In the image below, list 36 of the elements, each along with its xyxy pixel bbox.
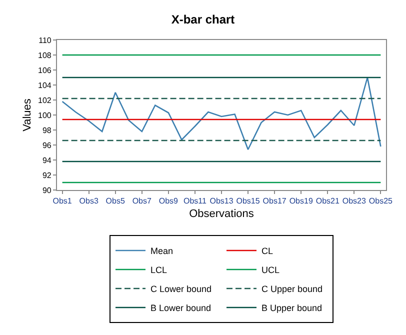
legend-label: UCL <box>262 265 280 276</box>
y-tick-label: 110 <box>38 36 52 45</box>
line-series <box>62 76 382 150</box>
legend-label: LCL <box>150 265 168 276</box>
y-tick-label: 90 <box>42 186 52 195</box>
y-tick-label: 108 <box>38 50 52 60</box>
y-tick-label: 94 <box>42 156 52 165</box>
x-tick-label: Obs15 <box>236 196 260 206</box>
y-tick-label: 92 <box>42 170 52 180</box>
legend-label: Mean <box>150 246 174 256</box>
y-axis-title: Values <box>22 98 34 132</box>
x-tick-label: Obs17 <box>262 196 287 206</box>
x-tick-label: Obs1 <box>52 196 72 206</box>
legend-label: C Lower bound <box>150 284 212 294</box>
y-tick-label: 106 <box>38 66 52 75</box>
x-axis-title: Observations <box>189 208 254 220</box>
x-tick-label: Obs21 <box>316 196 340 206</box>
y-tick-label: 98 <box>42 126 52 135</box>
y-tick-label: 96 <box>42 140 52 150</box>
x-tick-label: Obs11 <box>183 196 208 206</box>
y-tick-label: 102 <box>38 96 52 105</box>
x-tick-label: Obs23 <box>342 196 366 206</box>
y-tick-label: 100 <box>38 110 52 120</box>
x-tick-label: Obs3 <box>79 196 99 206</box>
x-tick-label: Obs5 <box>106 196 126 206</box>
legend-label: B Lower bound <box>150 303 212 314</box>
y-tick-label: 104 <box>38 80 52 90</box>
x-tick-label: Obs19 <box>289 196 314 206</box>
x-tick-label: Obs7 <box>132 196 152 206</box>
legend-label: B Upper bound <box>262 303 322 314</box>
x-tick-label: Obs9 <box>158 196 179 206</box>
legend-label: C Upper bound <box>262 284 323 294</box>
chart-title: X-bar chart <box>171 12 235 26</box>
x-tick-label: Obs25 <box>368 196 394 206</box>
legend-label: CL <box>262 246 274 256</box>
x-tick-label: Obs13 <box>210 196 234 206</box>
